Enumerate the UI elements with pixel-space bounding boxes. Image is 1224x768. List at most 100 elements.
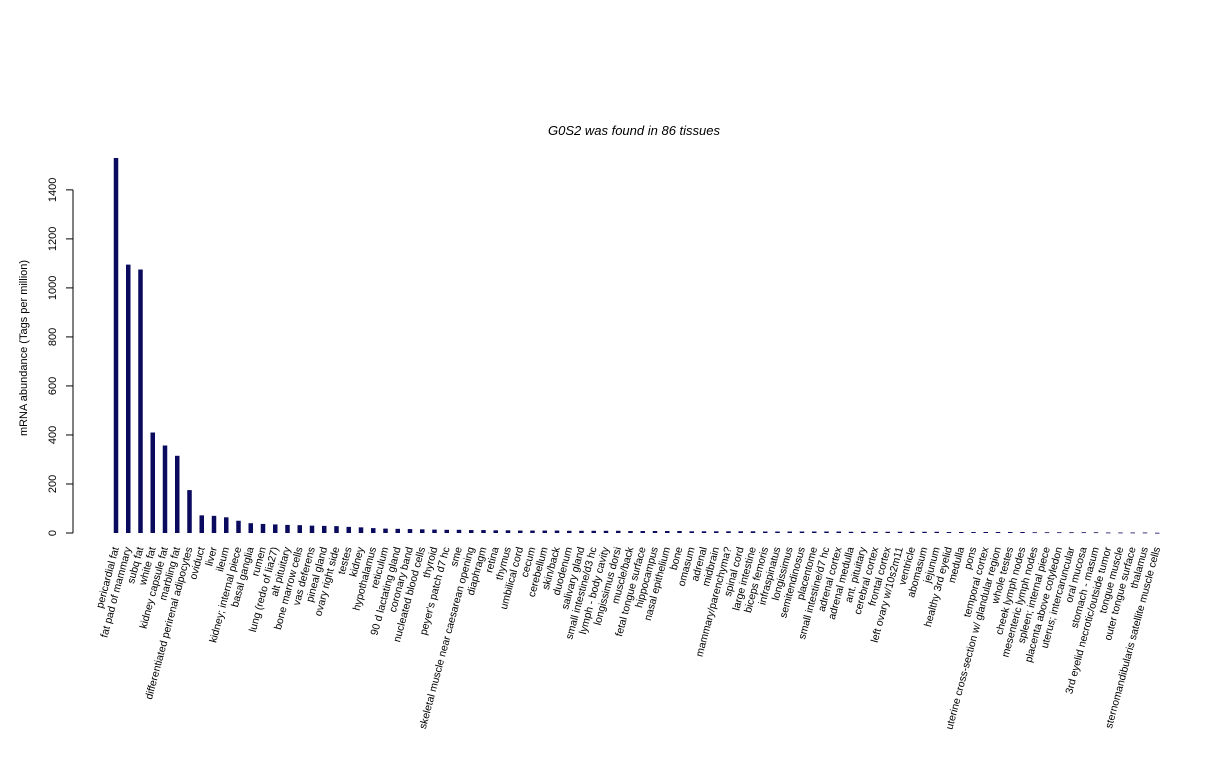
bar — [162, 445, 168, 533]
bar — [750, 531, 756, 533]
bar — [554, 530, 560, 533]
y-tick-label: 800 — [47, 328, 59, 346]
bar — [432, 529, 437, 533]
y-tick-label: 0 — [47, 530, 59, 536]
bar — [861, 531, 866, 533]
bar — [1106, 532, 1111, 534]
bar — [211, 515, 217, 533]
bar — [236, 520, 241, 533]
bar — [530, 530, 535, 533]
bar — [1032, 532, 1037, 534]
y-axis-label: mRNA abundance (Tags per million) — [18, 260, 30, 436]
bar — [334, 526, 339, 533]
bar — [701, 531, 707, 533]
bar — [959, 532, 964, 533]
bar — [505, 530, 511, 533]
bar — [309, 525, 315, 533]
bar — [628, 531, 633, 533]
bar — [371, 528, 376, 533]
bar — [714, 531, 719, 533]
bar — [285, 524, 290, 533]
bar — [542, 530, 547, 533]
bar — [689, 531, 694, 533]
bar — [1142, 532, 1148, 534]
bar — [775, 531, 780, 533]
bar — [726, 531, 731, 533]
bar — [407, 529, 413, 533]
bar — [922, 531, 927, 533]
bar — [897, 531, 903, 533]
bar — [126, 264, 131, 533]
bar — [873, 531, 878, 533]
bar — [971, 532, 976, 533]
bar — [322, 525, 327, 533]
y-axis: 0 200 400 600 800 1000 1200 1400 — [47, 178, 74, 536]
bar — [652, 531, 658, 533]
y-tick-label: 600 — [47, 377, 59, 395]
y-tick-label: 1000 — [47, 276, 59, 300]
bar — [983, 532, 988, 533]
bar — [1118, 532, 1123, 534]
bar — [567, 530, 572, 533]
bar — [444, 529, 449, 533]
bar — [248, 523, 253, 533]
bar — [616, 530, 621, 533]
bar — [481, 530, 486, 533]
bar — [640, 531, 645, 533]
bar — [175, 455, 180, 533]
bar — [1155, 532, 1160, 534]
bar — [297, 525, 302, 533]
bar — [995, 532, 1001, 533]
bar — [420, 529, 425, 533]
bar — [812, 531, 817, 533]
bar — [738, 531, 743, 533]
bar — [665, 531, 670, 533]
bar — [885, 531, 890, 533]
bar — [910, 531, 915, 533]
bar — [260, 523, 266, 533]
x-tick-label: sme — [448, 546, 465, 568]
bar — [199, 515, 204, 533]
y-tick-label: 1200 — [47, 227, 59, 251]
x-tick-label: pons — [962, 546, 979, 571]
bar — [579, 530, 584, 533]
bar — [469, 530, 474, 533]
bar — [395, 528, 400, 533]
chart-title: G0S2 was found in 86 tissues — [548, 123, 720, 138]
y-tick-label: 400 — [47, 426, 59, 444]
y-tick-label: 200 — [47, 475, 59, 493]
bar — [383, 528, 388, 533]
bar — [934, 531, 939, 533]
bar — [1093, 532, 1099, 534]
bar — [591, 530, 596, 533]
bar — [824, 531, 829, 533]
bar — [1069, 532, 1074, 534]
bar — [138, 269, 143, 533]
bar — [763, 531, 768, 533]
bar — [836, 531, 841, 533]
x-tick-label: bone — [668, 546, 686, 572]
bar — [150, 432, 155, 533]
bar — [787, 531, 792, 533]
bar — [224, 517, 229, 533]
bar — [1020, 532, 1025, 533]
bar — [273, 524, 278, 533]
bar — [113, 158, 119, 533]
bar — [1081, 532, 1086, 534]
bar — [1057, 532, 1062, 534]
bar — [1130, 532, 1135, 534]
bar — [1008, 532, 1013, 533]
bars — [113, 158, 1160, 534]
bar — [946, 532, 952, 533]
bar — [358, 527, 364, 533]
bar — [493, 530, 498, 533]
bar — [848, 531, 854, 533]
bar — [1044, 532, 1050, 534]
y-tick-label: 1400 — [47, 178, 59, 202]
bar — [187, 490, 192, 533]
bar — [518, 530, 523, 533]
bar — [799, 531, 805, 533]
bar — [603, 530, 609, 533]
